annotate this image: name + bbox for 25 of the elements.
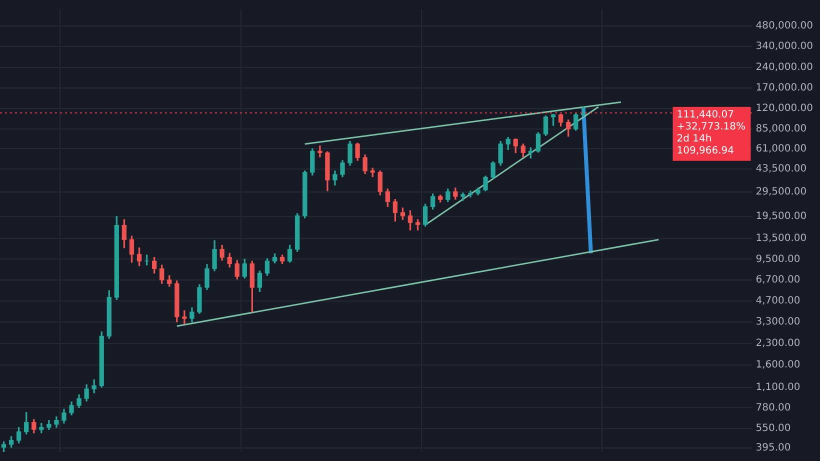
ref-line-label: 111,440.07 <box>676 109 734 120</box>
y-tick-label: 550.00 <box>756 423 791 434</box>
y-tick-label: 780.00 <box>756 402 791 414</box>
y-tick-label: 170,000.00 <box>756 82 814 94</box>
y-tick-label: 1,600.00 <box>756 360 800 371</box>
y-tick-label: 240,000.00 <box>756 62 814 73</box>
annotation: +32,773.18% <box>676 121 746 132</box>
y-tick-label: 3,300.00 <box>756 316 800 328</box>
y-tick-label: 13,500.00 <box>756 232 807 244</box>
y-tick-label: 2,300.00 <box>756 338 800 350</box>
annotation: 2d 14h <box>676 133 712 144</box>
y-tick-label: 480,000.00 <box>756 20 814 32</box>
y-tick-label: 1,100.00 <box>756 382 800 393</box>
y-tick-label: 6,700.00 <box>756 274 800 286</box>
y-tick-label: 19,500.00 <box>756 211 807 222</box>
y-tick-label: 43,500.00 <box>756 163 807 174</box>
y-tick-label: 395.00 <box>756 442 791 454</box>
y-tick-label: 85,000.00 <box>756 124 807 135</box>
y-tick-label: 4,700.00 <box>756 296 800 307</box>
y-tick-label: 61,000.00 <box>756 143 807 154</box>
y-tick-label: 9,500.00 <box>756 254 800 265</box>
y-tick-label: 120,000.00 <box>756 103 814 114</box>
annotation: 109,966.94 <box>676 145 734 156</box>
y-tick-label: 29,500.00 <box>756 186 807 198</box>
y-tick-label: 340,000.00 <box>756 41 814 52</box>
